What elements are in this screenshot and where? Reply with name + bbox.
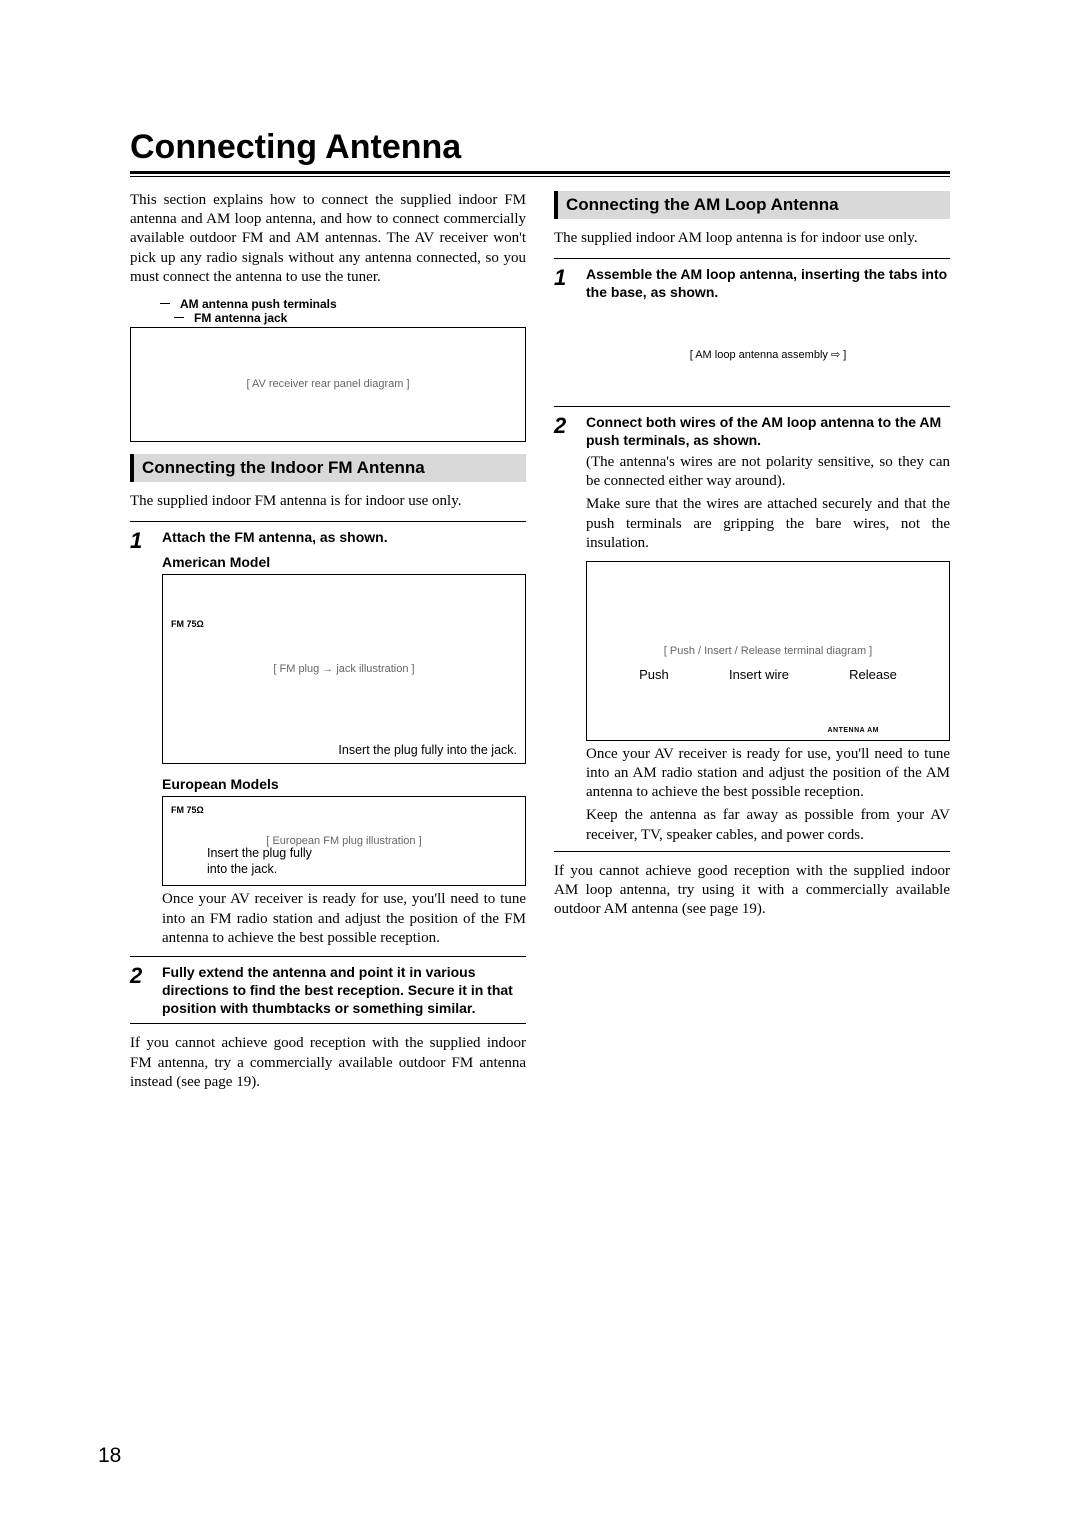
terminals-alt: [ Push / Insert / Release terminal diagr… — [664, 645, 872, 657]
callout-fm-jack: FM antenna jack — [194, 311, 287, 325]
intro-text: This section explains how to connect the… — [130, 191, 526, 287]
rear-panel-alt: [ AV receiver rear panel diagram ] — [246, 378, 409, 390]
am-step-1: 1 Assemble the AM loop antenna, insertin… — [554, 258, 950, 399]
am-step-2: 2 Connect both wires of the AM loop ante… — [554, 406, 950, 845]
assembly-alt: [ AM loop antenna assembly ⇨ ] — [690, 348, 847, 361]
title-underline — [130, 176, 950, 177]
european-model-label: European Models — [162, 776, 526, 792]
fm-footer: If you cannot achieve good reception wit… — [130, 1034, 526, 1092]
insert-wire-label: Insert wire — [729, 667, 789, 682]
page-number: 18 — [98, 1444, 121, 1468]
fm75-label-eu: FM 75Ω — [171, 805, 204, 815]
left-column: This section explains how to connect the… — [130, 191, 526, 1102]
fm-step1-title: Attach the FM antenna, as shown. — [162, 528, 526, 546]
am-step2-title: Connect both wires of the AM loop antenn… — [586, 413, 950, 449]
right-column: Connecting the AM Loop Antenna The suppl… — [554, 191, 950, 1102]
am-step2-p2: Make sure that the wires are attached se… — [586, 495, 950, 553]
am-after-diagram: Once your AV receiver is ready for use, … — [586, 745, 950, 803]
fm-step-1: 1 Attach the FM antenna, as shown. Ameri… — [130, 521, 526, 948]
step-number: 2 — [130, 963, 152, 1018]
european-caption: Insert the plug fully into the jack. — [207, 845, 317, 878]
fm75-label: FM 75Ω — [171, 619, 204, 629]
push-labels-row: Push Insert wire Release — [587, 667, 949, 682]
am-section-header: Connecting the AM Loop Antenna — [554, 191, 950, 219]
release-label: Release — [849, 667, 897, 682]
american-caption: Insert the plug fully into the jack. — [338, 743, 517, 757]
fm-step-2: 2 Fully extend the antenna and point it … — [130, 956, 526, 1018]
fm-section-header: Connecting the Indoor FM Antenna — [130, 454, 526, 482]
european-fm-diagram: FM 75Ω [ European FM plug illustration ]… — [162, 796, 526, 886]
rear-panel-diagram: [ AV receiver rear panel diagram ] — [130, 327, 526, 442]
am-terminal-diagram: [ Push / Insert / Release terminal diagr… — [586, 561, 950, 741]
content-columns: This section explains how to connect the… — [130, 191, 950, 1102]
am-footer: If you cannot achieve good reception wit… — [554, 862, 950, 920]
step-number: 2 — [554, 413, 576, 845]
american-alt: [ FM plug → jack illustration ] — [273, 663, 414, 675]
am-assembly-diagram: [ AM loop antenna assembly ⇨ ] — [586, 310, 950, 400]
fm-after-diagrams: Once your AV receiver is ready for use, … — [162, 890, 526, 948]
am-step2-p1: (The antenna's wires are not polarity se… — [586, 453, 950, 491]
step-number: 1 — [130, 528, 152, 948]
fm-step2-text: Fully extend the antenna and point it in… — [162, 963, 526, 1018]
push-label: Push — [639, 667, 669, 682]
callout-am-push: AM antenna push terminals — [180, 297, 337, 311]
separator — [554, 851, 950, 852]
antenna-am-label: ANTENNA AM — [827, 727, 879, 734]
separator — [130, 1023, 526, 1024]
step-number: 1 — [554, 265, 576, 399]
fm-intro: The supplied indoor FM antenna is for in… — [130, 492, 526, 511]
american-fm-diagram: FM 75Ω [ FM plug → jack illustration ] I… — [162, 574, 526, 764]
am-intro: The supplied indoor AM loop antenna is f… — [554, 229, 950, 248]
page-title: Connecting Antenna — [130, 128, 950, 174]
am-step1-title: Assemble the AM loop antenna, inserting … — [586, 265, 950, 301]
american-model-label: American Model — [162, 554, 526, 570]
rear-panel-callouts: AM antenna push terminals FM antenna jac… — [160, 297, 526, 325]
am-keep-away: Keep the antenna as far away as possible… — [586, 806, 950, 844]
